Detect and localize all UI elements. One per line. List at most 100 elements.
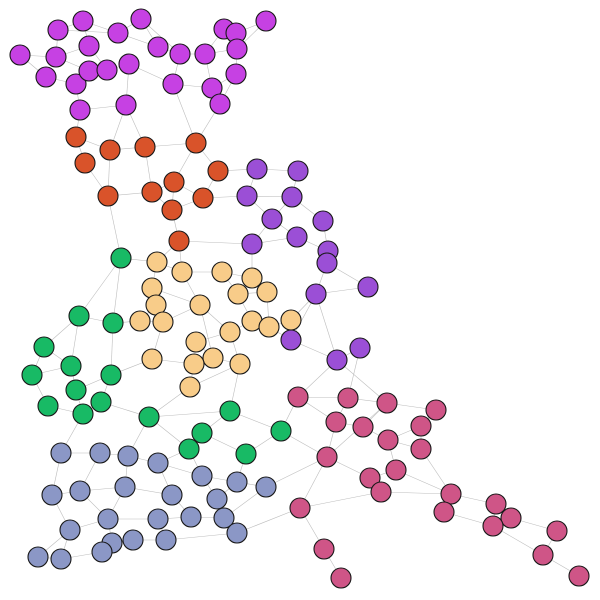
node-magenta-m16 [65, 73, 87, 95]
node-slate-s3 [117, 445, 139, 467]
node-pink-k17 [433, 501, 455, 523]
node-violet-v3 [236, 185, 258, 207]
node-violet-v1 [246, 158, 268, 180]
node-slate-s1 [50, 442, 72, 464]
node-slate-s13 [97, 508, 119, 530]
node-peach-p11 [152, 311, 174, 333]
node-green-g9 [37, 395, 59, 417]
node-violet-v2 [287, 160, 309, 182]
node-green-g6 [21, 364, 43, 386]
node-magenta-m8 [9, 44, 31, 66]
node-magenta-m19 [118, 53, 140, 75]
node-pink-k1 [287, 386, 309, 408]
node-magenta-m10 [78, 35, 100, 57]
node-slate-s23 [27, 546, 49, 568]
node-pink-k11 [385, 459, 407, 481]
edge-s7-k10 [265, 456, 328, 488]
node-green-g8 [65, 379, 87, 401]
edge-v12-v15 [315, 293, 338, 361]
node-magenta-m4 [130, 8, 152, 30]
node-peach-p9 [189, 294, 211, 316]
node-peach-p1 [146, 251, 168, 273]
node-slate-s18 [226, 522, 248, 544]
node-green-g14 [191, 422, 213, 444]
edge-m20-o4 [172, 83, 197, 144]
node-violet-v14 [349, 337, 371, 359]
node-green-g12 [138, 406, 160, 428]
node-pink-k18 [500, 507, 522, 529]
node-pink-k20 [546, 520, 568, 542]
node-magenta-m14 [226, 38, 248, 60]
node-green-g16 [178, 438, 200, 460]
node-green-g15 [270, 420, 292, 442]
node-pink-k16 [289, 497, 311, 519]
edge-k13-k14 [380, 491, 452, 495]
node-peach-p3 [211, 261, 233, 283]
node-peach-p4 [241, 267, 263, 289]
node-green-g3 [102, 312, 124, 334]
node-orange-o5 [74, 152, 96, 174]
node-magenta-m18 [96, 59, 118, 81]
node-orange-o8 [97, 185, 119, 207]
node-orange-o3 [134, 136, 156, 158]
node-slate-s5 [191, 465, 213, 487]
node-magenta-m12 [169, 43, 191, 65]
node-pink-k14 [440, 483, 462, 505]
node-pink-k5 [325, 411, 347, 433]
node-peach-p13 [258, 316, 280, 338]
node-pink-k22 [532, 544, 554, 566]
node-orange-o1 [65, 126, 87, 148]
node-peach-p16 [185, 331, 207, 353]
node-green-g13 [219, 400, 241, 422]
node-peach-p17 [141, 348, 163, 370]
node-slate-s20 [122, 529, 144, 551]
node-magenta-m9 [45, 46, 67, 68]
node-violet-v10 [316, 252, 338, 274]
node-peach-p14 [280, 309, 302, 331]
node-pink-k15 [485, 493, 507, 515]
node-slate-s17 [59, 519, 81, 541]
node-slate-s2 [89, 442, 111, 464]
node-violet-v13 [280, 329, 302, 351]
node-pink-k24 [568, 565, 590, 587]
node-violet-v8 [241, 233, 263, 255]
node-slate-s21 [155, 529, 177, 551]
node-green-g1 [110, 247, 132, 269]
node-slate-s8 [41, 484, 63, 506]
edge-s21-s18 [165, 532, 238, 541]
node-pink-k21 [313, 538, 335, 560]
node-magenta-m1 [47, 19, 69, 41]
node-pink-k8 [377, 429, 399, 451]
node-magenta-m17 [78, 60, 100, 82]
node-orange-o4 [185, 132, 207, 154]
node-layer [9, 8, 590, 589]
node-slate-s15 [180, 506, 202, 528]
node-peach-p18 [202, 347, 224, 369]
node-pink-k4 [425, 399, 447, 421]
edge-v15-k3 [336, 359, 388, 404]
node-orange-o12 [168, 230, 190, 252]
node-pink-k2 [337, 387, 359, 409]
node-violet-v15 [326, 349, 348, 371]
node-pink-k13 [370, 481, 392, 503]
node-violet-v5 [261, 208, 283, 230]
node-orange-o11 [161, 199, 183, 221]
node-green-g7 [100, 364, 122, 386]
node-peach-p2 [171, 261, 193, 283]
node-slate-s7 [255, 476, 277, 498]
edge-k13-k16 [299, 491, 382, 509]
node-magenta-m24 [115, 94, 137, 116]
node-slate-s22 [91, 541, 113, 563]
node-pink-k6 [352, 416, 374, 438]
node-pink-k23 [330, 567, 352, 589]
node-peach-p19 [183, 353, 205, 375]
node-violet-v11 [357, 276, 379, 298]
node-green-g5 [60, 355, 82, 377]
node-peach-p15 [219, 321, 241, 343]
node-magenta-m15 [35, 66, 57, 88]
node-slate-s9 [69, 480, 91, 502]
node-magenta-m7 [255, 10, 277, 32]
node-violet-v4 [281, 186, 303, 208]
node-violet-v12 [305, 283, 327, 305]
